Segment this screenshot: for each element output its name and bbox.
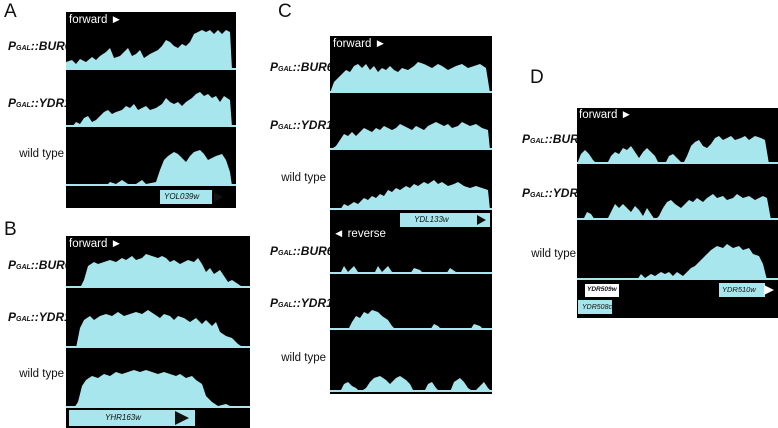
panel-b-letter: B: [4, 219, 17, 240]
panel-d-track-label-1: PGAL::BUR6: [522, 132, 586, 146]
panel-c-direction-reverse-label: reverse: [347, 228, 386, 240]
panel-b-track-label-1: PGAL::BUR6: [8, 258, 72, 272]
panel-d-direction-label: forward: [579, 109, 618, 121]
panel-c-letter: C: [278, 1, 292, 22]
panel-c-gene: YDL133w: [400, 213, 490, 227]
panel-a-track-label-3: wild type: [19, 148, 64, 160]
panel-d-gene-ydr508c: YDR508c: [578, 300, 612, 314]
panel-c-track-label-5: PGAL::YDR1: [270, 296, 333, 310]
panel-d-gene-ydr508c-label: YDR508c: [582, 303, 612, 311]
panel-c-direction: forward ►: [333, 38, 386, 51]
panel-c-track-label-2: PGAL::YDR1: [270, 118, 333, 132]
panel-b-direction-label: forward: [69, 238, 108, 250]
panel-b-forward-arrow-icon: ►: [110, 238, 122, 250]
panel-a-direction: forward ►: [69, 14, 122, 27]
panel-c-track-label-1: PGAL::BUR6: [270, 60, 334, 74]
panel-a-tracks: forward ► YOL039w: [66, 12, 236, 208]
panel-d-tracks: forward ► YDR510w YDR509w YDR508c: [577, 108, 778, 318]
panel-d-track-label-3: wild type: [531, 248, 576, 260]
panel-d-signal: [577, 136, 778, 280]
panel-c-direction-label: forward: [333, 38, 372, 50]
panel-d-gene-ydr509w: YDR509w: [585, 284, 619, 297]
panel-a-gene: YOL039w: [160, 190, 223, 204]
panel-d-gene-ydr510w: YDR510w: [719, 283, 765, 297]
panel-c-track-label-6: wild type: [281, 352, 326, 364]
panel-a-letter: A: [4, 1, 17, 22]
panel-a-gene-arrow-icon: [214, 192, 223, 202]
panel-c-gene-label: YDL133w: [414, 215, 449, 224]
panel-a-gene-label: YOL039w: [164, 192, 200, 201]
panel-c-gene-arrow-icon: [477, 215, 486, 225]
panel-b-signal: [66, 254, 250, 408]
panel-c-forward-arrow-icon: ►: [374, 38, 386, 50]
panel-a-direction-label: forward: [69, 14, 108, 26]
panel-c-track-label-3: wild type: [281, 172, 326, 184]
panel-d-gene-ydr509w-label: YDR509w: [587, 286, 617, 294]
panel-c-track-label-4: PGAL::BUR6: [270, 244, 334, 258]
panel-d-direction: forward ►: [579, 109, 632, 122]
panel-b-gene-arrow-icon: [175, 411, 189, 425]
panel-c-signal: [330, 62, 492, 392]
panel-a-signal: [66, 30, 236, 186]
panel-a-forward-arrow-icon: ►: [110, 14, 122, 26]
panel-c-tracks: forward ► YDL133w ◄ reverse: [330, 36, 492, 394]
panel-b-gene: YHR163w: [69, 410, 195, 426]
panel-d-letter: D: [530, 67, 544, 88]
panel-b-tracks: forward ► YHR163w: [66, 236, 250, 428]
panel-c-direction-reverse: ◄ reverse: [333, 228, 386, 241]
panel-b-direction: forward ►: [69, 238, 122, 251]
panel-b-track-label-3: wild type: [19, 368, 64, 380]
panel-a-track-label-2: PGAL::YDR1: [8, 96, 71, 110]
panel-d-forward-arrow-icon: ►: [620, 109, 632, 121]
panel-c-reverse-arrow-icon: ◄: [333, 228, 345, 240]
panel-b-gene-label: YHR163w: [105, 413, 142, 422]
panel-d-gene-ydr510w-label: YDR510w: [722, 285, 756, 295]
panel-d-track-label-2: PGAL::YDR1: [522, 186, 585, 200]
panel-b-track-label-2: PGAL::YDR1: [8, 310, 71, 324]
panel-a-track-label-1: PGAL::BUR6: [8, 39, 72, 53]
panel-d-gene-arrow-icon: [764, 285, 774, 295]
